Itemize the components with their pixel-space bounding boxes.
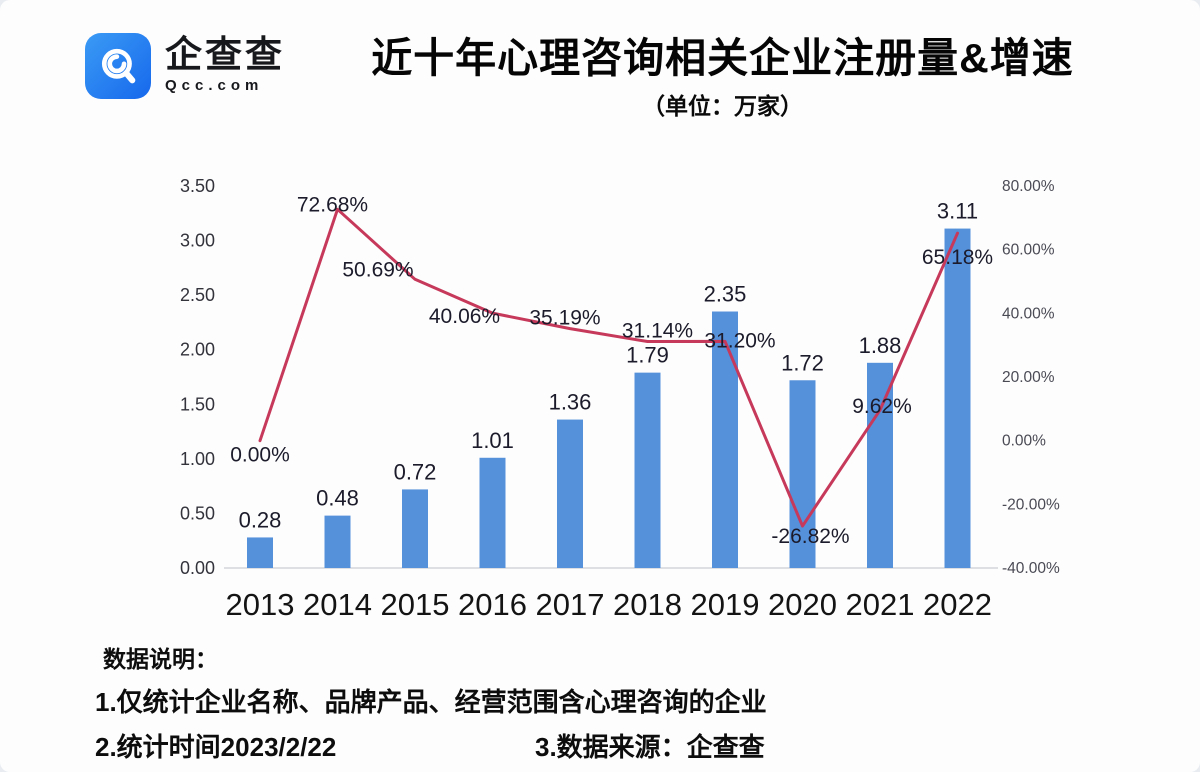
- x-axis-year-label: 2022: [923, 587, 992, 622]
- logo-wordmark: 企查查 Qcc.com: [165, 34, 285, 94]
- notes-line-1: 1.仅统计企业名称、品牌产品、经营范围含心理咨询的企业: [95, 687, 767, 717]
- data-source-note: 3.数据来源：企查查: [535, 732, 765, 762]
- right-axis-tick: -40.00%: [1002, 560, 1060, 577]
- left-axis-tick: 0.00: [180, 558, 215, 578]
- bar-2021: [867, 362, 893, 568]
- growth-rate-label: 72.68%: [297, 193, 368, 216]
- growth-rate-label: 31.20%: [704, 329, 775, 352]
- x-axis-year-label: 2020: [768, 587, 837, 622]
- bar-value-label: 1.01: [471, 428, 514, 453]
- bar-value-label: 0.28: [239, 507, 282, 532]
- growth-rate-label: 9.62%: [852, 395, 912, 418]
- chart-header: 近十年心理咨询相关企业注册量&增速 （单位：万家）: [300, 34, 1145, 121]
- right-axis-tick: 60.00%: [1002, 242, 1055, 259]
- qcc-magnifier-icon: [85, 33, 151, 99]
- bar-2016: [479, 457, 506, 568]
- right-axis-tick: 80.00%: [1002, 178, 1055, 195]
- bar-value-label: 1.72: [781, 350, 824, 375]
- logo-brand-text: 企查查: [165, 34, 285, 75]
- bar-2013: [247, 537, 273, 568]
- x-axis-year-label: 2015: [381, 587, 450, 622]
- x-axis-year-label: 2016: [458, 587, 527, 622]
- right-axis-tick: 40.00%: [1002, 305, 1055, 322]
- bar-value-label: 2.35: [704, 282, 747, 307]
- growth-rate-label: 35.19%: [529, 307, 600, 330]
- bar-2017: [557, 419, 583, 568]
- left-axis-tick: 3.50: [180, 176, 215, 196]
- bar-value-label: 0.48: [316, 486, 359, 511]
- growth-rate-label: 0.00%: [230, 444, 290, 467]
- bar-2018: [634, 372, 661, 568]
- growth-rate-label: -26.82%: [771, 525, 849, 548]
- growth-rate-line: [258, 207, 959, 528]
- left-axis-tick: 2.00: [180, 340, 215, 360]
- growth-rate-label: 65.18%: [922, 246, 993, 269]
- left-axis-tick: 2.50: [180, 285, 215, 305]
- right-axis-tick: -20.00%: [1002, 496, 1060, 513]
- x-axis-year-label: 2018: [613, 587, 682, 622]
- data-notes: 数据说明： 1.仅统计企业名称、品牌产品、经营范围含心理咨询的企业 2.统计时间…: [95, 640, 1145, 762]
- bar-2015: [402, 489, 428, 568]
- bar-value-label: 3.11: [937, 199, 978, 224]
- left-axis-tick: 0.50: [180, 503, 215, 523]
- bar-value-label: 0.72: [394, 459, 437, 484]
- qcc-logo: 企查查 Qcc.com: [85, 33, 315, 103]
- x-axis-year-label: 2014: [303, 587, 372, 622]
- logo-domain-text: Qcc.com: [165, 76, 264, 94]
- bar-value-label: 1.88: [859, 333, 902, 358]
- notes-line-2: 2.统计时间2023/2/22 3.数据来源：企查查: [95, 727, 1145, 762]
- stat-date-note: 2.统计时间2023/2/22: [95, 732, 337, 762]
- magnifier-glyph: [101, 48, 136, 84]
- x-axis-year-label: 2019: [691, 587, 760, 622]
- left-axis-tick: 1.00: [180, 449, 215, 469]
- growth-rate-label: 31.14%: [622, 320, 693, 343]
- right-axis-tick: 20.00%: [1002, 369, 1055, 386]
- right-axis-tick: 0.00%: [1002, 433, 1046, 450]
- bar-2019: [712, 311, 738, 568]
- bar-2022: [944, 228, 971, 568]
- page-title: 近十年心理咨询相关企业注册量&增速: [371, 35, 1074, 81]
- bar-2020: [789, 380, 816, 568]
- bar-2014: [324, 515, 351, 568]
- x-axis-year-label: 2021: [846, 587, 915, 622]
- notes-heading: 数据说明：: [103, 646, 218, 672]
- growth-rate-label: 50.69%: [342, 258, 413, 281]
- bar-value-label: 1.79: [626, 343, 669, 368]
- growth-rate-label: 40.06%: [429, 305, 500, 328]
- x-axis-year-label: 2017: [536, 587, 605, 622]
- unit-subtitle: （单位：万家）: [642, 93, 803, 120]
- bar-value-label: 1.36: [549, 390, 592, 415]
- left-axis-tick: 3.00: [180, 231, 215, 251]
- left-axis-tick: 1.50: [180, 394, 215, 414]
- x-axis-year-label: 2013: [226, 587, 295, 622]
